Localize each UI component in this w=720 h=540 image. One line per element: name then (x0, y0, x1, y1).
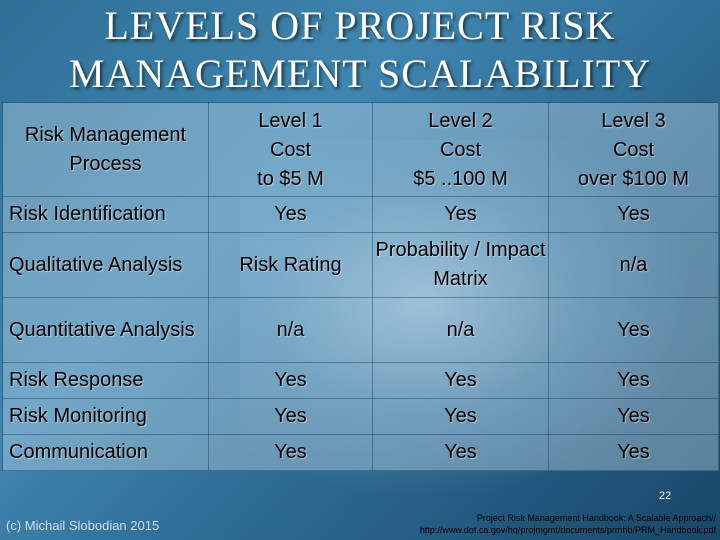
row-process: Communication (2, 434, 209, 471)
cell-level-2: Yes (372, 398, 549, 435)
level-name: Level 2 (428, 110, 493, 132)
title-line-2: MANAGEMENT SCALABILITY (68, 51, 652, 96)
cell-level-2: Yes (372, 196, 549, 233)
level-cost-range: over $100 M (577, 168, 690, 190)
cell-level-3: Yes (548, 362, 719, 399)
cell-level-2: n/a (372, 297, 549, 363)
level-cost-label: Cost (439, 139, 482, 161)
cell-level-3: Yes (548, 434, 719, 471)
cell-level-1: Yes (208, 434, 373, 471)
cell-level-1: n/a (208, 297, 373, 363)
cell-level-3: Yes (548, 297, 719, 363)
copyright-text: (c) Michail Slobodian 2015 (6, 518, 160, 533)
level-cost-label: Cost (612, 139, 655, 161)
table-row: Qualitative Analysis Risk Rating Probabi… (2, 232, 719, 298)
cell-level-2: Probability / Impact Matrix (372, 232, 549, 298)
level-name: Level 1 (258, 110, 323, 132)
row-process: Risk Identification (2, 196, 209, 233)
level-cost-range: to $5 M (257, 168, 324, 190)
header-level-3: Level 3 Cost over $100 M (548, 102, 719, 197)
table-row: Communication Yes Yes Yes (2, 434, 719, 471)
cell-level-2: Yes (372, 362, 549, 399)
table-row: Risk Response Yes Yes Yes (2, 362, 719, 399)
title-line-1: LEVELS OF PROJECT RISK (104, 3, 616, 48)
header-process: Risk Management Process (2, 102, 209, 197)
header-level-1: Level 1 Cost to $5 M (208, 102, 373, 197)
source-title: Project Risk Management Handbook: A Scal… (476, 513, 716, 523)
cell-level-1: Yes (208, 362, 373, 399)
cell-level-1: Yes (208, 398, 373, 435)
slide-title: LEVELS OF PROJECT RISK MANAGEMENT SCALAB… (0, 2, 720, 98)
row-process: Qualitative Analysis (2, 232, 209, 298)
page-number: 22 (658, 490, 672, 502)
row-process: Risk Monitoring (2, 398, 209, 435)
table-row: Quantitative Analysis n/a n/a Yes (2, 297, 719, 363)
level-name: Level 3 (601, 110, 666, 132)
row-process: Quantitative Analysis (2, 297, 209, 363)
row-process: Risk Response (2, 362, 209, 399)
header-level-2: Level 2 Cost $5 ..100 M (372, 102, 549, 197)
source-citation: Project Risk Management Handbook: A Scal… (376, 512, 716, 536)
scalability-table: Risk Management Process Level 1 Cost to … (2, 102, 719, 471)
level-cost-label: Cost (269, 139, 312, 161)
cell-level-3: Yes (548, 196, 719, 233)
table-header-row: Risk Management Process Level 1 Cost to … (2, 102, 719, 197)
level-cost-range: $5 ..100 M (413, 168, 508, 190)
cell-level-3: Yes (548, 398, 719, 435)
cell-level-2: Yes (372, 434, 549, 471)
table-row: Risk Monitoring Yes Yes Yes (2, 398, 719, 435)
cell-level-1: Yes (208, 196, 373, 233)
cell-level-3: n/a (548, 232, 719, 298)
cell-level-1: Risk Rating (208, 232, 373, 298)
table-row: Risk Identification Yes Yes Yes (2, 196, 719, 233)
source-url: http://www.dot.ca.gov/hq/projmgmt/docume… (419, 525, 716, 535)
